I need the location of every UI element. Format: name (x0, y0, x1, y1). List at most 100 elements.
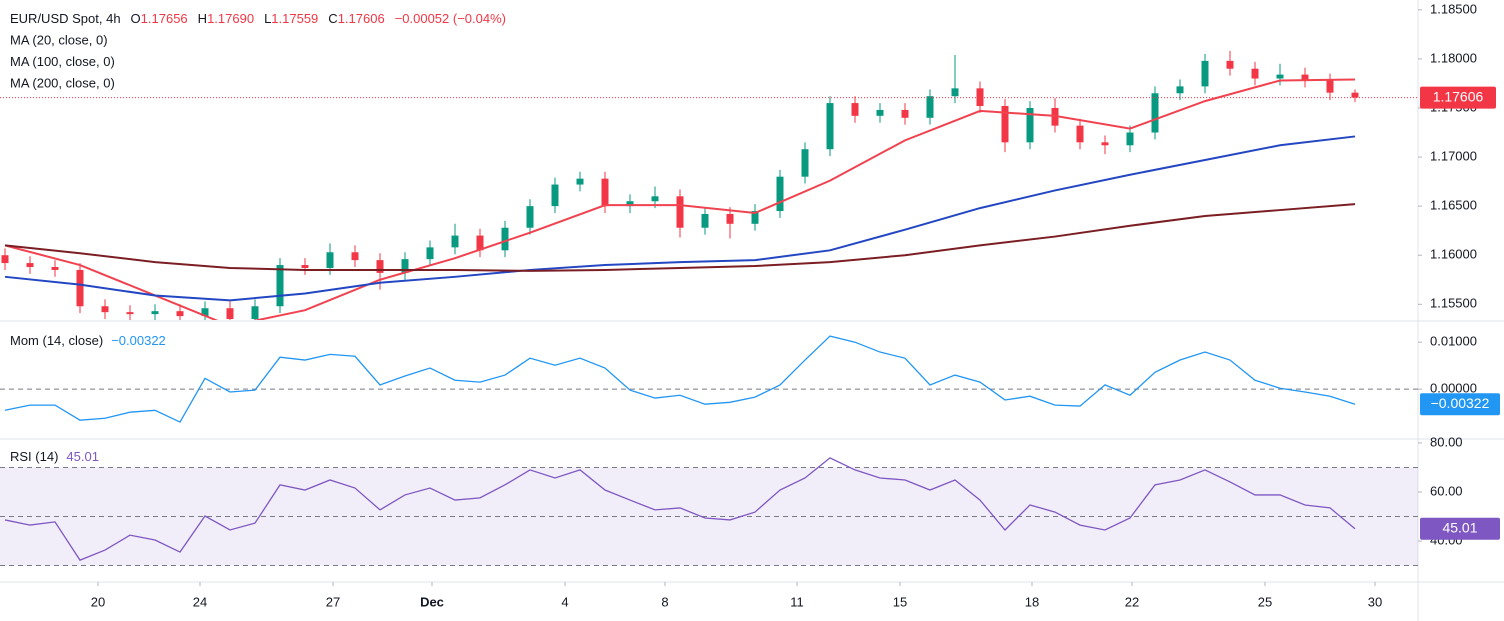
candle-body (376, 260, 384, 273)
price-tag-label: 1.17606 (1433, 88, 1484, 104)
candle-body (101, 306, 109, 313)
indicator-value: 45.01 (66, 449, 99, 464)
symbol: EUR/USD Spot, 4h (10, 11, 121, 26)
candle-body (651, 196, 659, 202)
legend-entry: MA (100, close, 0) (10, 54, 115, 69)
candle-body (551, 184, 559, 207)
candle-body (976, 88, 984, 107)
momentum-panel (0, 335, 1418, 423)
x-tick-label: 4 (561, 594, 568, 609)
y-tick-label: 60.00 (1430, 483, 1463, 498)
candle-body (501, 227, 509, 251)
indicator-line (4, 335, 1356, 423)
candle-body (1151, 93, 1159, 133)
legend-entry: MA (200, close, 0) (10, 75, 115, 90)
value-tag-label: 45.01 (1442, 519, 1477, 535)
candle-body (201, 308, 209, 317)
rsi-panel (0, 457, 1418, 567)
candle-body (826, 103, 834, 150)
legend-entry: MA (20, close, 0) (10, 32, 108, 47)
candle-body (76, 269, 84, 307)
x-tick-label: 30 (1368, 594, 1382, 609)
candle-body (1126, 132, 1134, 146)
candle-body (1251, 68, 1259, 79)
y-tick-label: 1.15500 (1430, 296, 1477, 311)
candle-body (151, 311, 159, 315)
ohlc-value: 1.17656 (141, 11, 188, 26)
candle-body (451, 235, 459, 248)
ohlc-value: 1.17606 (338, 11, 385, 26)
candle-body (801, 149, 809, 177)
x-tick-label: 11 (790, 594, 804, 609)
candle-body (26, 263, 34, 267)
y-tick-label: 1.17000 (1430, 148, 1477, 163)
candle-body (476, 235, 484, 251)
candle-body (776, 176, 784, 212)
candle-body (426, 247, 434, 260)
indicator-line (4, 457, 1356, 561)
candle-body (1351, 92, 1359, 98)
candle-body (926, 96, 934, 118)
value-tag-label: −0.00322 (1431, 395, 1490, 411)
candle-body (901, 109, 909, 118)
candle-body (526, 206, 534, 228)
indicator-legend: RSI (14) 45.01 (10, 449, 99, 464)
value-tag (1420, 393, 1500, 416)
indicator-value: −0.00322 (111, 333, 166, 348)
y-tick-label: 1.16500 (1430, 198, 1477, 213)
candle-body (701, 213, 709, 228)
candle-body (1301, 74, 1309, 81)
ohlc-label: O (131, 11, 141, 26)
ohlc-label: H (198, 11, 207, 26)
candle-body (751, 211, 759, 224)
candle-body (1176, 86, 1184, 94)
ohlc-label: L (264, 11, 271, 26)
x-tick-label: 15 (893, 594, 907, 609)
x-tick-label: 24 (193, 594, 207, 609)
x-tick-label: Dec (420, 594, 444, 609)
candle-body (726, 213, 734, 224)
change: −0.00052 (−0.04%) (395, 11, 506, 26)
candle-body (226, 308, 234, 320)
y-tick-label: 1.18000 (1430, 50, 1477, 65)
y-tick-label: 0.01000 (1430, 334, 1477, 349)
candle-body (1026, 107, 1034, 143)
ma-line (4, 135, 1356, 302)
candle-body (351, 252, 359, 261)
candle-body (1201, 60, 1209, 87)
candle-body (1326, 80, 1334, 93)
candle-body (951, 88, 959, 97)
rsi-band (0, 467, 1418, 566)
indicator-legend: Mom (14, close) −0.00322 (10, 333, 166, 348)
price-tag (1420, 86, 1496, 109)
x-tick-label: 22 (1125, 594, 1139, 609)
candle-body (601, 178, 609, 207)
x-tick-label: 20 (91, 594, 105, 609)
y-tick-label: 1.16000 (1430, 247, 1477, 262)
candle-body (301, 265, 309, 268)
candle-body (676, 196, 684, 228)
y-tick-label: 1.18500 (1430, 1, 1477, 16)
candle-body (576, 178, 584, 185)
x-tick-label: 25 (1258, 594, 1272, 609)
ma-line (4, 78, 1356, 320)
value-tag (1420, 517, 1500, 540)
ohlc-value: 1.17690 (207, 11, 254, 26)
x-tick-label: 8 (661, 594, 668, 609)
x-tick-label: 27 (326, 594, 340, 609)
indicator-title: Mom (14, close) (10, 333, 103, 348)
candle-body (126, 312, 134, 315)
candle-body (276, 265, 284, 307)
y-tick-label: 80.00 (1430, 434, 1463, 449)
candle-body (1076, 125, 1084, 143)
axes: 1.155001.160001.165001.170001.175001.180… (10, 1, 1500, 609)
candle-body (626, 201, 634, 207)
candle-body (1101, 142, 1109, 146)
candle-body (176, 311, 184, 317)
candle-body (1226, 60, 1234, 69)
candle-body (876, 109, 884, 116)
candle-body (1001, 106, 1009, 143)
candle-body (1276, 74, 1284, 79)
